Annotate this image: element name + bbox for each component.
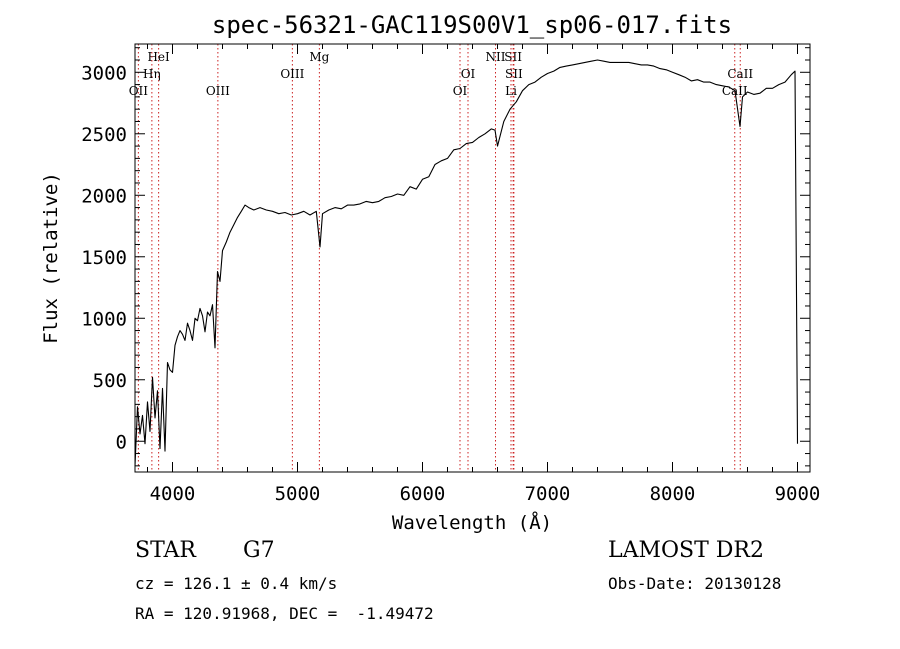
x-tick-label-0: 4000 xyxy=(150,483,196,505)
star-subclass: G7 xyxy=(243,538,275,563)
line-label-0: HeI xyxy=(147,50,170,64)
line-label-12: CaII xyxy=(727,67,753,81)
x-tick-label-4: 8000 xyxy=(650,483,696,505)
x-tick-label-2: 6000 xyxy=(400,483,446,505)
redshift-label: cz = 126.1 ± 0.4 km/s xyxy=(135,574,338,593)
y-axis-title: Flux (relative) xyxy=(40,172,62,344)
x-tick-label-1: 5000 xyxy=(275,483,321,505)
x-tick-label-3: 7000 xyxy=(525,483,571,505)
line-label-9: SII xyxy=(504,50,522,64)
y-tick-label-2: 1000 xyxy=(81,308,127,330)
line-label-5: Mg xyxy=(309,50,329,64)
radec-label: RA = 120.91968, DEC = -1.49472 xyxy=(135,604,434,623)
line-label-3: OIII xyxy=(206,84,230,98)
survey-label: LAMOST DR2 xyxy=(608,538,764,563)
y-tick-label-5: 2500 xyxy=(81,124,127,146)
chart-title: spec-56321-GAC119S00V1_sp06-017.fits xyxy=(212,11,732,39)
y-tick-label-6: 3000 xyxy=(81,62,127,84)
star-class: STAR xyxy=(135,538,196,563)
line-label-1: Hη xyxy=(143,67,161,81)
x-axis-title: Wavelength (Å) xyxy=(392,511,552,534)
line-label-11: Li xyxy=(505,84,517,98)
line-label-2: OII xyxy=(129,84,149,98)
line-label-4: OIII xyxy=(280,67,304,81)
y-tick-label-3: 1500 xyxy=(81,247,127,269)
line-label-7: OI xyxy=(453,84,468,98)
x-tick-label-5: 9000 xyxy=(775,483,821,505)
y-tick-label-4: 2000 xyxy=(81,185,127,207)
plot-frame xyxy=(134,43,811,473)
line-label-8: NII xyxy=(486,50,506,64)
line-label-10: SII xyxy=(505,67,523,81)
spectrum-series-0 xyxy=(134,59,799,466)
obs-date-label: Obs-Date: 20130128 xyxy=(608,574,782,593)
line-label-6: OI xyxy=(461,67,476,81)
y-tick-label-1: 500 xyxy=(93,370,127,392)
y-tick-label-0: 0 xyxy=(116,431,127,453)
